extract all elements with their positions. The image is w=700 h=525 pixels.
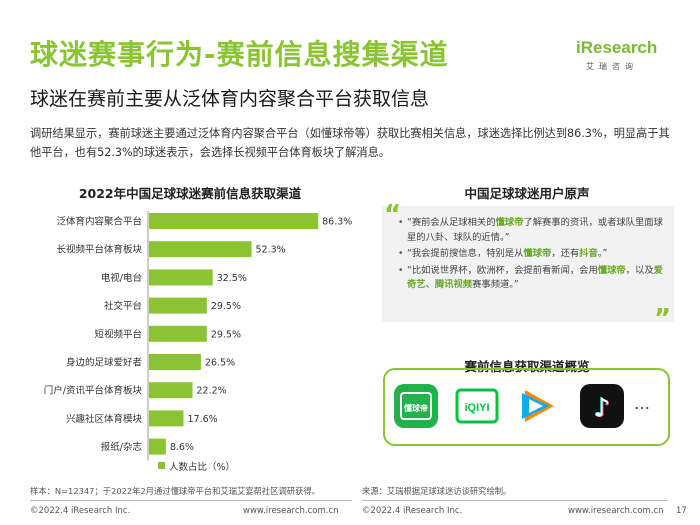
svg-text:iQIYI: iQIYI bbox=[464, 402, 489, 414]
bar bbox=[149, 325, 207, 342]
value-label: 22.2% bbox=[197, 386, 227, 397]
category-label: 泛体育内容聚合平台 bbox=[56, 216, 142, 228]
value-label: 86.3% bbox=[322, 217, 352, 228]
quote-item: “赛前会从足球相关的懂球帝了解赛事的资讯，或者球队里面球星的八卦、球队的近情。” bbox=[398, 216, 666, 245]
iqiyi-app-icon: iQIYI bbox=[455, 384, 499, 428]
intro-paragraph: 调研结果显示，赛前球迷主要通过泛体育内容聚合平台（如懂球帝等）获取比赛相关信息，… bbox=[30, 127, 670, 159]
close-quote-icon: ” bbox=[654, 304, 672, 334]
channels-panel bbox=[383, 368, 670, 446]
category-label: 身边的足球爱好者 bbox=[66, 357, 142, 369]
bar bbox=[149, 297, 207, 314]
svg-text:♪: ♪ bbox=[594, 394, 611, 424]
dongqiudi-app-icon: 懂球帝 bbox=[394, 384, 438, 428]
footer-site-right: www.iresearch.com.cn bbox=[568, 506, 664, 516]
quote-item: “我会提前搜信息，特别是从懂球帝，还有抖音。” bbox=[398, 247, 666, 262]
quote-list: “赛前会从足球相关的懂球帝了解赛事的资讯，或者球队里面球星的八卦、球队的近情。”… bbox=[398, 216, 666, 295]
source-note: 来源：艾瑞根据足球球迷访谈研究绘制。 bbox=[362, 486, 512, 496]
svg-text:♪: ♪ bbox=[593, 393, 610, 423]
value-label: 8.6% bbox=[170, 442, 194, 453]
svg-text:♪: ♪ bbox=[595, 394, 612, 424]
page-subtitle: 球迷在赛前主要从泛体育内容聚合平台获取信息 bbox=[30, 88, 430, 110]
bar bbox=[149, 241, 252, 258]
category-label: 电视/电台 bbox=[101, 272, 142, 284]
tencent-video-app-icon bbox=[516, 384, 560, 428]
legend-swatch bbox=[158, 462, 165, 469]
bar bbox=[149, 382, 193, 399]
footer-copyright-right: ©2022.4 iResearch Inc. bbox=[362, 506, 463, 516]
bar bbox=[149, 213, 319, 229]
footer-site-left: www.iresearch.com.cn bbox=[243, 506, 339, 516]
iresearch-logo: iResearch 艾瑞咨询 bbox=[576, 38, 666, 78]
footer-divider-left bbox=[30, 500, 352, 501]
bar bbox=[149, 410, 184, 427]
douyin-app-icon: ♪ ♪ ♪ bbox=[580, 384, 624, 428]
value-label: 52.3% bbox=[256, 245, 286, 256]
category-label: 短视频平台 bbox=[94, 328, 142, 340]
value-label: 32.5% bbox=[217, 273, 247, 284]
category-label: 门户/资讯平台体育板块 bbox=[44, 385, 143, 397]
open-quote-icon: “ bbox=[384, 200, 402, 230]
more-channels-ellipsis: … bbox=[634, 394, 651, 413]
value-label: 26.5% bbox=[205, 358, 235, 369]
logo-wordmark: iResearch bbox=[576, 38, 658, 57]
value-label: 29.5% bbox=[211, 329, 241, 340]
quote-item: “比如说世界杯，欧洲杯，会提前看新闻，会用懂球帝，以及爱奇艺、腾讯视频赛事频道。… bbox=[398, 264, 666, 293]
logo-subtitle: 艾瑞咨询 bbox=[586, 62, 638, 71]
channels-title: 赛前信息获取渠道概览 bbox=[464, 359, 590, 374]
category-label: 长视频平台体育板块 bbox=[56, 244, 142, 256]
bar bbox=[149, 438, 166, 455]
value-label: 17.6% bbox=[187, 414, 217, 425]
sample-note: 样本：N=12347；于2022年2月通过懂球帝平台和艾瑞艾宴帮社区调研获得。 bbox=[30, 486, 320, 496]
page-title: 球迷赛事行为-赛前信息搜集渠道 bbox=[30, 38, 449, 71]
footer-copyright-left: ©2022.4 iResearch Inc. bbox=[30, 506, 131, 516]
category-label: 兴趣社区体育模块 bbox=[66, 413, 143, 425]
user-voices-title: 中国足球球迷用户原声 bbox=[464, 186, 590, 201]
category-label: 报纸/杂志 bbox=[101, 441, 142, 453]
svg-text:懂球帝: 懂球帝 bbox=[403, 403, 428, 413]
bar bbox=[149, 354, 201, 370]
page-number: 17 bbox=[676, 506, 687, 516]
bar bbox=[149, 269, 213, 286]
footer-divider-right bbox=[362, 500, 668, 501]
chart-title: 2022年中国足球球迷赛前信息获取渠道 bbox=[78, 186, 302, 201]
value-label: 29.5% bbox=[211, 301, 241, 312]
legend-label: 人数占比（%） bbox=[169, 462, 236, 473]
category-label: 社交平台 bbox=[104, 300, 142, 312]
